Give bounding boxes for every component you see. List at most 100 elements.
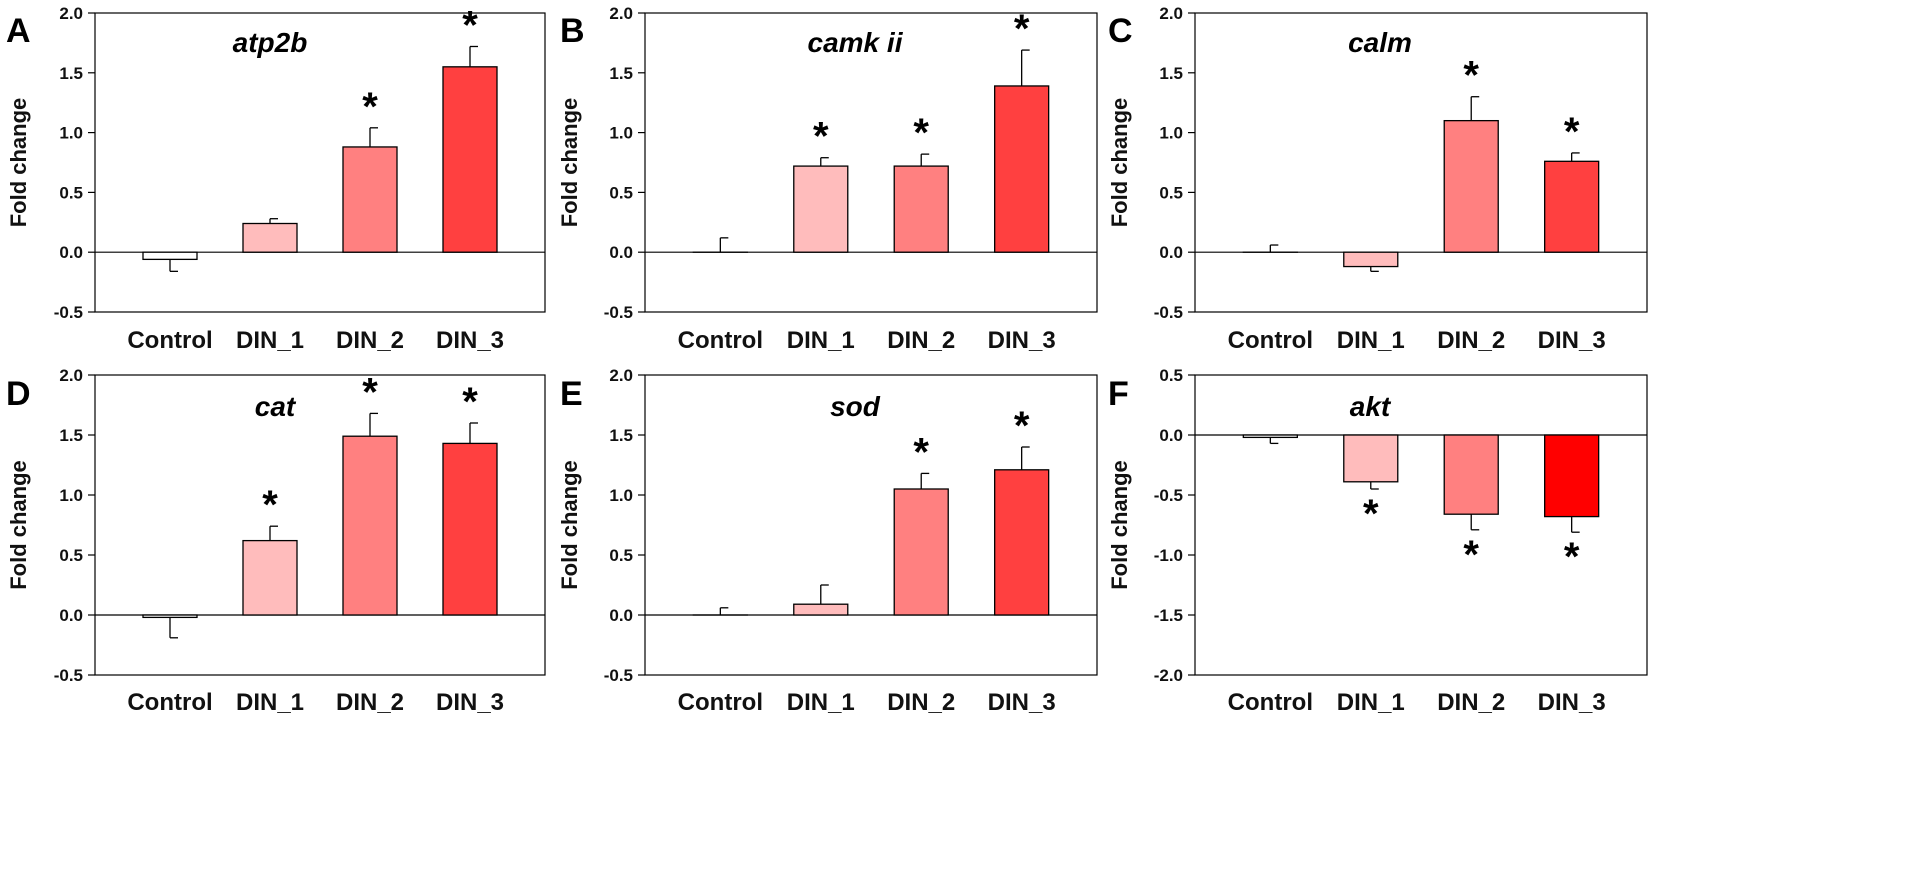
y-tick-label: 1.5 xyxy=(609,426,633,445)
bar-din_1 xyxy=(793,603,849,616)
y-tick-label: 1.0 xyxy=(609,124,633,143)
x-tick-label: Control xyxy=(127,689,212,716)
y-tick-label: 1.5 xyxy=(1159,64,1183,83)
y-axis-label: Fold change xyxy=(1107,98,1132,228)
y-tick-label: 0.5 xyxy=(59,546,83,565)
chart-panel-c: -0.5 0.0 0.5 1.0 1.5 2.0 Fold change C calm Contr… xyxy=(1107,4,1648,354)
y-tick-label: 0.0 xyxy=(1159,426,1183,445)
y-axis-label: Fold change xyxy=(1107,460,1132,590)
significance-star: * xyxy=(1564,535,1580,579)
x-tick-label: DIN_1 xyxy=(787,327,855,354)
x-tick-label: DIN_2 xyxy=(1437,327,1505,354)
chart-title: sod xyxy=(830,391,881,422)
y-tick-label: -0.5 xyxy=(604,303,633,322)
y-tick-label: 1.0 xyxy=(1159,124,1183,143)
x-tick-label: DIN_2 xyxy=(1437,689,1505,716)
y-tick-label: 1.5 xyxy=(59,64,83,83)
y-tick-label: -1.5 xyxy=(1154,606,1183,625)
chart-panel-a: -0.5 0.0 0.5 1.0 1.5 2.0 Fold change A atp2b Cont… xyxy=(6,3,546,354)
y-tick-label: -0.5 xyxy=(604,666,633,685)
y-tick-label: 0.0 xyxy=(59,606,83,625)
bar-din_2 xyxy=(342,146,398,253)
bar-din_2 xyxy=(1443,119,1499,253)
significance-star: * xyxy=(913,430,929,474)
y-tick-label: 2.0 xyxy=(1159,4,1183,23)
y-axis-label: Fold change xyxy=(6,460,31,590)
chart-title: camk ii xyxy=(808,27,904,58)
y-tick-label: 1.0 xyxy=(609,486,633,505)
significance-star: * xyxy=(1363,492,1379,536)
x-tick-label: DIN_2 xyxy=(336,327,404,354)
plot-frame xyxy=(94,12,546,313)
y-tick-label: -0.5 xyxy=(54,303,83,322)
x-tick-label: DIN_3 xyxy=(1538,327,1606,354)
significance-star: * xyxy=(1014,7,1030,51)
y-tick-label: 2.0 xyxy=(59,366,83,385)
bar-din_1 xyxy=(793,165,849,253)
x-tick-label: DIN_1 xyxy=(236,689,304,716)
y-tick-label: 0.5 xyxy=(1159,183,1183,202)
plot-frame xyxy=(644,12,1098,313)
bar-control xyxy=(142,251,198,261)
x-tick-label: DIN_3 xyxy=(1538,689,1606,716)
panel-letter: D xyxy=(6,375,31,413)
y-tick-label: 1.5 xyxy=(59,426,83,445)
significance-star: * xyxy=(1463,533,1479,577)
chart-panel-b: -0.5 0.0 0.5 1.0 1.5 2.0 Fold change B camk ii Co… xyxy=(557,4,1098,354)
y-tick-label: 0.0 xyxy=(609,243,633,262)
bar-din_3 xyxy=(994,469,1050,616)
x-tick-label: DIN_2 xyxy=(887,689,955,716)
plot-frame xyxy=(94,374,546,676)
bar-din_1 xyxy=(242,222,298,253)
chart-title: atp2b xyxy=(233,27,308,58)
x-tick-label: DIN_2 xyxy=(336,689,404,716)
y-tick-label: 0.5 xyxy=(1159,366,1183,385)
significance-star: * xyxy=(1463,54,1479,98)
y-tick-label: -0.5 xyxy=(54,666,83,685)
y-axis-label: Fold change xyxy=(557,98,582,228)
y-tick-label: 0.5 xyxy=(609,183,633,202)
y-tick-label: -0.5 xyxy=(1154,303,1183,322)
x-tick-label: DIN_1 xyxy=(1337,689,1405,716)
bar-din_1 xyxy=(1343,434,1399,483)
bar-din_2 xyxy=(1443,434,1499,515)
chart-title: akt xyxy=(1350,391,1392,422)
panel-letter: B xyxy=(560,12,585,50)
bar-din_2 xyxy=(893,165,949,253)
y-tick-label: 0.5 xyxy=(59,183,83,202)
significance-star: * xyxy=(913,111,929,155)
bar-control xyxy=(142,614,198,619)
significance-star: * xyxy=(462,380,478,424)
plot-frame xyxy=(1194,12,1648,313)
bar-din_2 xyxy=(342,435,398,616)
significance-star: * xyxy=(813,115,829,159)
x-tick-label: DIN_3 xyxy=(988,689,1056,716)
y-tick-label: 1.0 xyxy=(59,486,83,505)
x-tick-label: DIN_3 xyxy=(436,689,504,716)
x-tick-label: Control xyxy=(1228,327,1313,354)
y-axis-label: Fold change xyxy=(6,98,31,228)
x-tick-label: Control xyxy=(678,689,763,716)
x-tick-label: DIN_2 xyxy=(887,327,955,354)
bar-din_1 xyxy=(242,539,298,616)
y-tick-label: 2.0 xyxy=(609,366,633,385)
chart-panel-e: -0.5 0.0 0.5 1.0 1.5 2.0 Fold change E sod Contro… xyxy=(557,366,1098,716)
y-tick-label: 1.5 xyxy=(609,64,633,83)
chart-title: cat xyxy=(255,391,297,422)
significance-star: * xyxy=(362,370,378,414)
x-tick-label: DIN_3 xyxy=(988,327,1056,354)
x-tick-label: DIN_1 xyxy=(1337,327,1405,354)
significance-star: * xyxy=(262,483,278,527)
y-tick-label: 0.0 xyxy=(609,606,633,625)
y-tick-label: -2.0 xyxy=(1154,666,1183,685)
significance-star: * xyxy=(1014,404,1030,448)
panel-letter: A xyxy=(6,12,31,50)
x-tick-label: Control xyxy=(127,327,212,354)
significance-star: * xyxy=(462,3,478,47)
x-tick-label: Control xyxy=(1228,689,1313,716)
bar-din_3 xyxy=(1544,434,1600,518)
y-tick-label: -0.5 xyxy=(1154,486,1183,505)
panel-letter: C xyxy=(1108,12,1133,50)
